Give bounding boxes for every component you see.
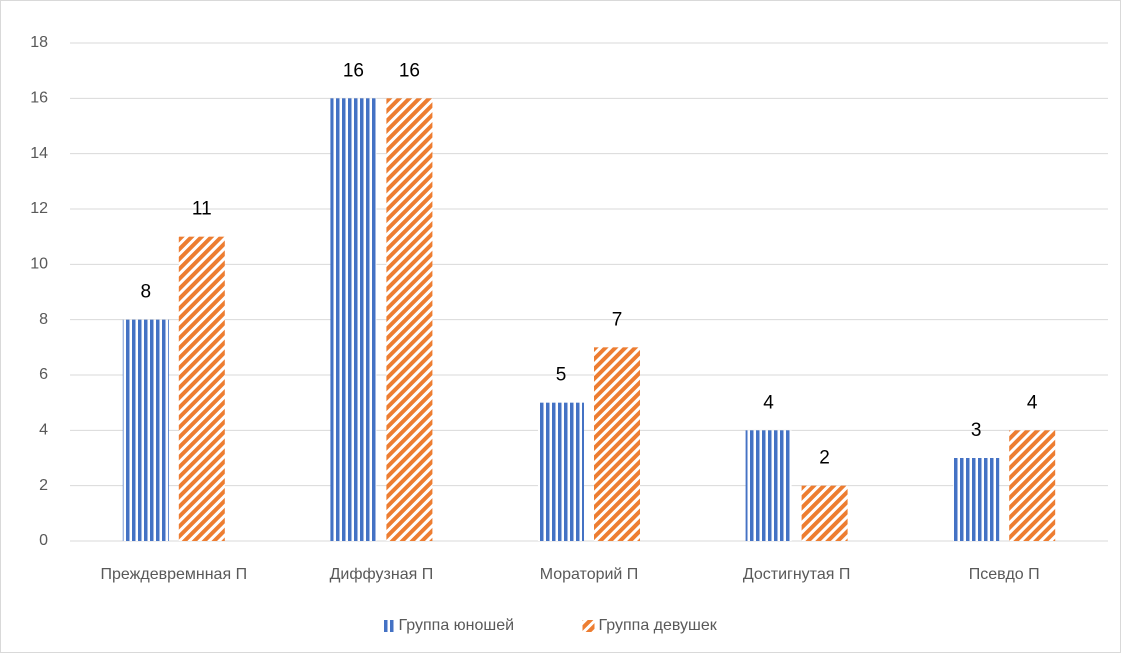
y-tick-label: 10 [30,256,48,273]
bar [1009,430,1056,541]
x-tick-label: Мораторий П [540,566,639,583]
legend-label: Группа юношей [399,617,515,634]
bar [801,485,848,541]
x-tick-label: Псевдо П [969,566,1040,583]
bar [178,236,225,541]
bar [538,402,584,541]
bar [330,98,377,541]
data-label: 16 [399,60,420,81]
legend-swatch [582,620,595,632]
data-label: 2 [819,448,830,469]
legend-label: Группа девушек [599,617,718,634]
bar [594,347,640,541]
bar [122,319,169,541]
data-label: 5 [556,365,567,386]
bar [386,98,433,541]
bar [953,458,1000,541]
data-label: 16 [343,60,364,81]
data-label: 3 [971,420,982,441]
y-tick-label: 0 [39,532,48,549]
bar [745,430,792,541]
data-label: 8 [141,282,152,303]
y-tick-label: 4 [39,422,48,439]
y-tick-label: 2 [39,477,48,494]
data-label: 4 [763,392,774,413]
y-tick-label: 14 [30,145,48,162]
legend-swatch [382,620,395,632]
x-tick-label: Диффузная П [330,566,434,583]
y-tick-label: 6 [39,366,48,383]
y-tick-label: 18 [30,34,48,51]
data-label: 4 [1027,392,1038,413]
y-tick-label: 12 [30,200,48,217]
data-label: 7 [612,309,623,330]
x-tick-label: Достигнутая П [743,566,851,583]
y-tick-label: 16 [30,90,48,107]
y-tick-label: 8 [39,311,48,328]
data-label: 11 [192,199,212,220]
x-tick-label: Преждевремнная П [101,566,248,583]
